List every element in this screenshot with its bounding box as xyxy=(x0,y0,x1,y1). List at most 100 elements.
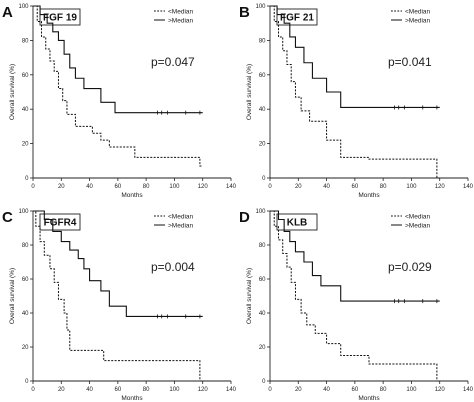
series-line-above-median xyxy=(270,5,440,109)
y-tick-label: 40 xyxy=(22,107,29,113)
y-tick-label: 100 xyxy=(255,209,266,215)
y-axis-title: Overall survival (%) xyxy=(9,64,16,120)
legend-label: <Median xyxy=(168,8,193,15)
legend-label: >Median xyxy=(168,17,193,24)
chart-panel-c: 0 20 40 60 80 100 0 20 40 60 80 100 120 140 Months Over… xyxy=(2,209,237,402)
gene-label: FGF 21 xyxy=(280,13,314,24)
p-value: p=0.041 xyxy=(388,55,432,69)
gene-label-box xyxy=(276,8,318,26)
y-tick-label: 0 xyxy=(25,176,29,182)
y-tick-label: 60 xyxy=(22,73,29,79)
y-tick-label: 100 xyxy=(18,4,29,10)
y-tick-label: 40 xyxy=(259,311,266,317)
x-axis-title: Months xyxy=(358,395,380,402)
y-tick-label: 20 xyxy=(22,142,29,148)
y-tick-label: 0 xyxy=(262,379,266,385)
x-tick-label: 60 xyxy=(352,387,359,393)
x-tick-label: 40 xyxy=(86,184,93,190)
x-tick-label: 100 xyxy=(169,387,180,393)
chart-panel-d: 0 20 40 60 80 100 0 20 40 60 80 100 120 140 Months Over… xyxy=(239,209,474,402)
gene-label: KLB xyxy=(287,218,308,229)
y-tick-label: 80 xyxy=(22,38,29,44)
x-tick-label: 0 xyxy=(268,387,272,393)
gene-label-box xyxy=(39,8,81,26)
x-tick-label: 100 xyxy=(169,184,180,190)
y-tick-label: 20 xyxy=(22,345,29,351)
x-tick-label: 20 xyxy=(295,387,302,393)
legend-label: <Median xyxy=(168,213,193,220)
panel-letter: B xyxy=(239,4,250,21)
x-tick-label: 100 xyxy=(406,387,417,393)
x-tick-label: 60 xyxy=(352,184,359,190)
x-tick-label: 80 xyxy=(143,184,150,190)
legend-label: <Median xyxy=(405,8,430,15)
x-tick-label: 140 xyxy=(463,387,474,393)
y-tick-label: 60 xyxy=(259,73,266,79)
gene-label-box xyxy=(276,213,318,231)
series-line-below-median xyxy=(33,5,203,167)
x-axis-title: Months xyxy=(358,192,380,199)
x-axis-title: Months xyxy=(121,395,143,402)
x-tick-label: 80 xyxy=(380,387,387,393)
series-line-below-median xyxy=(33,210,203,382)
y-tick-label: 60 xyxy=(259,277,266,283)
y-tick-label: 40 xyxy=(22,311,29,317)
series-line-above-median xyxy=(33,210,203,317)
x-tick-label: 0 xyxy=(31,184,35,190)
x-axis-title: Months xyxy=(121,192,143,199)
x-tick-label: 20 xyxy=(58,184,65,190)
legend-label: >Median xyxy=(405,222,430,229)
x-tick-label: 0 xyxy=(268,184,272,190)
x-tick-label: 140 xyxy=(226,184,237,190)
x-tick-label: 0 xyxy=(31,387,35,393)
y-tick-label: 0 xyxy=(25,379,29,385)
series-line-above-median xyxy=(270,210,440,302)
p-value: p=0.004 xyxy=(151,260,195,274)
y-tick-label: 100 xyxy=(255,4,266,10)
y-tick-label: 20 xyxy=(259,345,266,351)
x-tick-label: 120 xyxy=(435,387,446,393)
x-tick-label: 40 xyxy=(323,387,330,393)
x-tick-label: 120 xyxy=(435,184,446,190)
x-tick-label: 80 xyxy=(380,184,387,190)
x-tick-label: 40 xyxy=(323,184,330,190)
y-tick-label: 80 xyxy=(259,38,266,44)
y-axis-title: Overall survival (%) xyxy=(9,268,16,324)
series-line-above-median xyxy=(33,5,203,114)
panel-letter: D xyxy=(239,209,250,226)
x-tick-label: 20 xyxy=(295,184,302,190)
y-tick-label: 60 xyxy=(22,277,29,283)
series-line-below-median xyxy=(270,5,440,179)
y-tick-label: 80 xyxy=(22,243,29,249)
y-tick-label: 20 xyxy=(259,142,266,148)
y-tick-label: 40 xyxy=(259,107,266,113)
chart-panel-b: 0 20 40 60 80 100 0 20 40 60 80 100 120 140 Months Over… xyxy=(239,4,474,199)
y-tick-label: 80 xyxy=(259,243,266,249)
legend-label: >Median xyxy=(405,17,430,24)
series-line-below-median xyxy=(270,210,440,382)
panel-letter: A xyxy=(2,4,13,21)
y-tick-label: 0 xyxy=(262,176,266,182)
gene-label: FGFR4 xyxy=(44,218,77,229)
p-value: p=0.047 xyxy=(151,55,195,69)
x-tick-label: 60 xyxy=(115,184,122,190)
gene-label-box xyxy=(39,213,81,231)
legend-label: >Median xyxy=(168,222,193,229)
gene-label: FGF 19 xyxy=(43,13,77,24)
y-axis-title: Overall survival (%) xyxy=(246,64,253,120)
x-tick-label: 60 xyxy=(115,387,122,393)
chart-panel-a: 0 20 40 60 80 100 0 20 40 60 80 100 120 140 Months Over… xyxy=(2,4,237,199)
y-tick-label: 100 xyxy=(18,209,29,215)
legend-label: <Median xyxy=(405,213,430,220)
panel-letter: C xyxy=(2,209,13,226)
y-axis-title: Overall survival (%) xyxy=(246,268,253,324)
x-tick-label: 120 xyxy=(198,387,209,393)
x-tick-label: 140 xyxy=(463,184,474,190)
x-tick-label: 40 xyxy=(86,387,93,393)
p-value: p=0.029 xyxy=(388,260,432,274)
x-tick-label: 140 xyxy=(226,387,237,393)
x-tick-label: 120 xyxy=(198,184,209,190)
x-tick-label: 20 xyxy=(58,387,65,393)
x-tick-label: 100 xyxy=(406,184,417,190)
